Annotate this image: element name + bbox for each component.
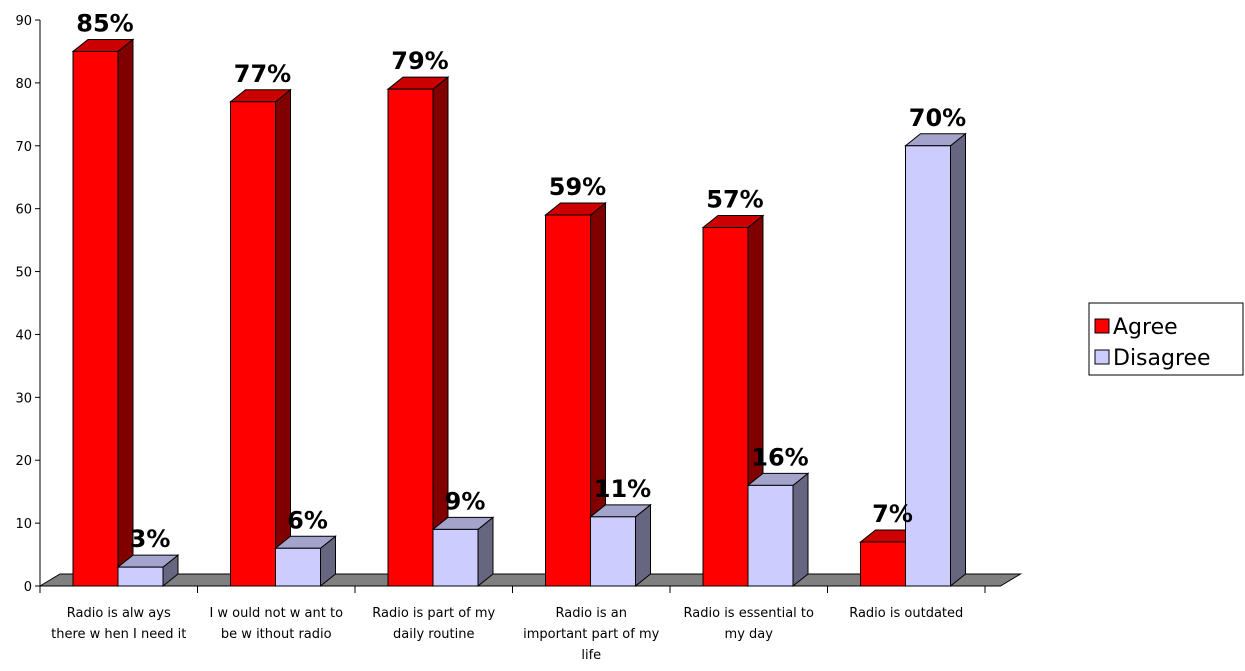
category-label-line: there w hen I need it <box>51 627 186 642</box>
bar-disagree-1 <box>274 535 337 588</box>
data-label-agree-2: 79% <box>391 47 448 75</box>
bar-front <box>860 541 906 587</box>
category-label-line: daily routine <box>393 627 474 642</box>
category-label-line: Radio is part of my <box>372 606 495 621</box>
data-label-agree-4: 57% <box>706 186 763 214</box>
bar-front <box>72 50 119 587</box>
category-label-line: Radio is alw ays <box>67 606 171 621</box>
category-label-line: Radio is outdated <box>849 606 963 621</box>
category-label-line: important part of my <box>523 627 659 642</box>
bar-disagree-3 <box>589 503 652 588</box>
y-tick-label: 20 <box>15 454 32 469</box>
bar-front <box>432 528 479 587</box>
data-label-agree-0: 85% <box>76 9 133 37</box>
data-label-disagree-1: 6% <box>287 506 328 534</box>
category-label-1: I w ould not w ant to be w ithout radio <box>209 606 343 642</box>
bar-front <box>230 101 276 587</box>
legend-swatch-agree <box>1094 318 1110 334</box>
bar-front <box>590 516 636 587</box>
data-label-disagree-3: 11% <box>594 475 651 503</box>
bar-front <box>747 484 794 587</box>
legend-label-disagree: Disagree <box>1113 346 1211 371</box>
bar-agree-0 <box>71 38 135 588</box>
category-label-line: I w ould not w ant to <box>209 606 343 621</box>
data-label-disagree-4: 16% <box>751 443 808 471</box>
category-label-2: Radio is part of my daily routine <box>372 606 495 642</box>
bar-agree-2 <box>386 76 450 588</box>
bar-disagree-0 <box>116 554 180 588</box>
bar-side <box>950 132 966 588</box>
bar-side <box>635 503 651 588</box>
bar-front <box>387 88 434 587</box>
bar-front <box>275 547 321 587</box>
data-label-agree-5: 7% <box>872 500 913 528</box>
data-label-agree-3: 59% <box>549 173 606 201</box>
y-tick-label: 10 <box>15 517 32 532</box>
y-tick-label: 0 <box>24 580 32 595</box>
data-label-disagree-2: 9% <box>445 487 486 515</box>
legend-label-agree: Agree <box>1113 315 1178 340</box>
data-label-disagree-5: 70% <box>909 104 966 132</box>
data-label-disagree-0: 3% <box>130 525 171 553</box>
category-label-line: be w ithout radio <box>221 627 332 642</box>
category-label-line: Radio is an <box>556 606 627 621</box>
category-label-line: life <box>581 648 601 663</box>
bar-agree-3 <box>544 201 607 588</box>
bar-disagree-5 <box>904 132 967 588</box>
y-tick-label: 60 <box>15 203 32 218</box>
bar-side <box>792 472 809 588</box>
y-tick-label: 40 <box>15 328 32 343</box>
bar-front <box>545 214 591 587</box>
category-label-5: Radio is outdated <box>849 606 963 621</box>
category-label-0: Radio is alw ays there w hen I need it <box>51 606 186 642</box>
y-tick-label: 90 <box>15 14 32 29</box>
category-label-4: Radio is essential to my day <box>684 606 814 642</box>
bar-front <box>905 145 951 587</box>
category-label-line: Radio is essential to <box>684 606 814 621</box>
bar-side <box>117 38 134 588</box>
bar-agree-1 <box>229 88 292 588</box>
legend-box <box>1088 302 1244 376</box>
legend-swatch-disagree <box>1094 349 1110 365</box>
y-tick-label: 80 <box>15 77 32 92</box>
y-tick-label: 50 <box>15 266 32 281</box>
bar-disagree-4 <box>746 472 810 588</box>
bar-disagree-2 <box>431 516 495 588</box>
y-tick-label: 70 <box>15 140 32 155</box>
category-label-3: Radio is an important part of my life <box>523 606 659 663</box>
data-label-agree-1: 77% <box>234 60 291 88</box>
category-label-line: my day <box>725 627 774 642</box>
y-tick-label: 30 <box>15 391 32 406</box>
bar-front <box>702 227 749 587</box>
bar-front <box>117 566 164 587</box>
